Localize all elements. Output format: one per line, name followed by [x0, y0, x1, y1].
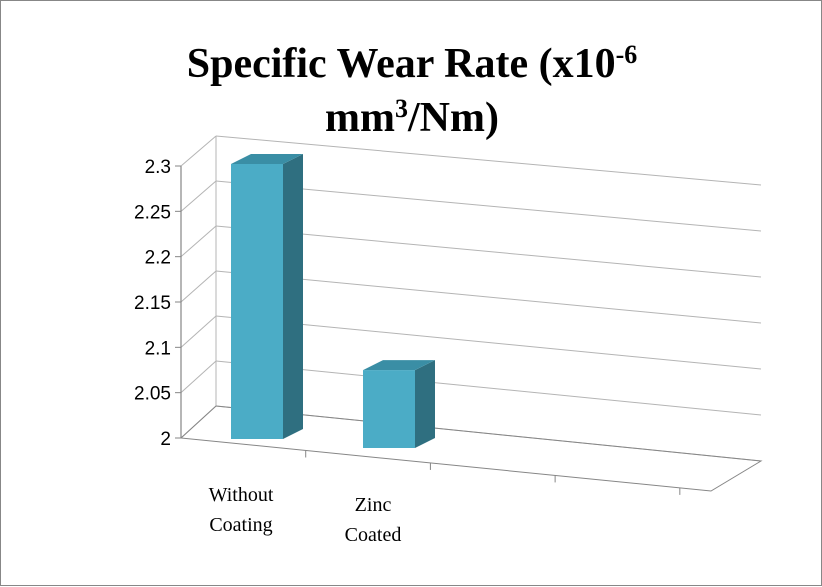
- y-tick-label: 2.15: [134, 293, 171, 314]
- gridline-back: [215, 270, 762, 324]
- y-tick-label: 2.25: [134, 202, 171, 223]
- title-line1-superscript: -6: [615, 40, 638, 69]
- x-category-label: Zinc: [355, 494, 392, 516]
- title-line1: Specific Wear Rate (x10: [186, 41, 616, 87]
- y-tick-label: 2.3: [145, 157, 171, 178]
- y-tick-label: 2.05: [134, 384, 171, 405]
- bar-side-1: [283, 154, 303, 439]
- gridline-back: [215, 180, 762, 232]
- x-category-label: Coated: [345, 524, 402, 546]
- y-tick-label: 2.1: [145, 338, 171, 359]
- bar-side-2: [415, 360, 435, 448]
- y-tick-label: 2: [160, 429, 171, 450]
- chart-title: Specific Wear Rate (x10-6 mm3/Nm): [1, 37, 822, 145]
- bar-2: [363, 370, 415, 448]
- bar-top-2: [363, 360, 435, 371]
- gridline-side: [180, 135, 217, 167]
- bar-top-1: [231, 154, 303, 164]
- gridline-side: [180, 315, 217, 348]
- gridline-side: [180, 270, 217, 303]
- floor-plane: [179, 405, 763, 492]
- gridline-back: [215, 360, 762, 416]
- bar-1: [231, 164, 283, 439]
- x-category-label: Without: [209, 484, 274, 506]
- gridline-side: [180, 360, 217, 394]
- title-line2-superscript: 3: [395, 94, 408, 123]
- title-line2: mm: [325, 95, 395, 141]
- gridline-side: [180, 225, 217, 258]
- gridline-side: [180, 180, 217, 212]
- title-line2-unit: /Nm): [408, 95, 499, 141]
- x-category-label: Coating: [209, 514, 272, 536]
- y-tick-label: 2.2: [145, 248, 171, 269]
- gridline-back: [215, 135, 762, 186]
- gridline-back: [215, 225, 762, 278]
- gridline-back: [215, 315, 762, 370]
